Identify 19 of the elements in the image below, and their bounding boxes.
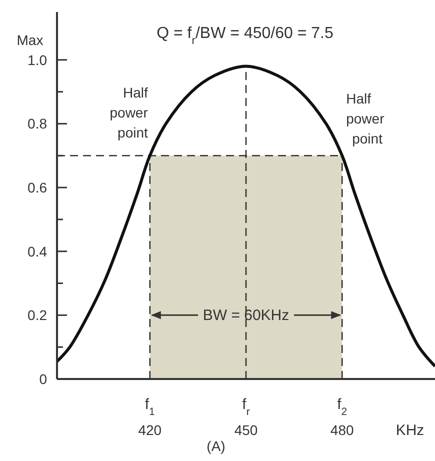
y-tick-label: 0.2 <box>28 307 48 324</box>
x-tick-label: 450 <box>234 422 258 438</box>
x-tick-label: 420 <box>138 422 162 438</box>
y-tick-label: 1.0 <box>28 52 48 68</box>
ref-line-label: f$_{1}$ <box>144 396 156 418</box>
ref-line-label: f$_{r}$ <box>242 396 250 418</box>
annotation: Half power point <box>110 84 148 141</box>
y-tick-label: 0.8 <box>28 116 48 132</box>
text: Q = f$_{r}$/BW = 450/60 = 7.5 <box>156 25 334 47</box>
ref-line-label: f$_{2}$ <box>337 396 348 418</box>
x-tick-label: 480 <box>330 422 354 438</box>
x-axis-title: KHz <box>396 422 424 439</box>
y-tick-label: 0.4 <box>28 243 48 260</box>
y-axis-title: Max <box>16 32 44 48</box>
y-tick-label: 0.6 <box>28 180 48 196</box>
y-tick-label: 0 <box>39 371 48 387</box>
annotation: Half power point <box>346 90 385 147</box>
text: (A) <box>206 438 226 454</box>
band-label: BW = 60KHz <box>202 307 290 324</box>
